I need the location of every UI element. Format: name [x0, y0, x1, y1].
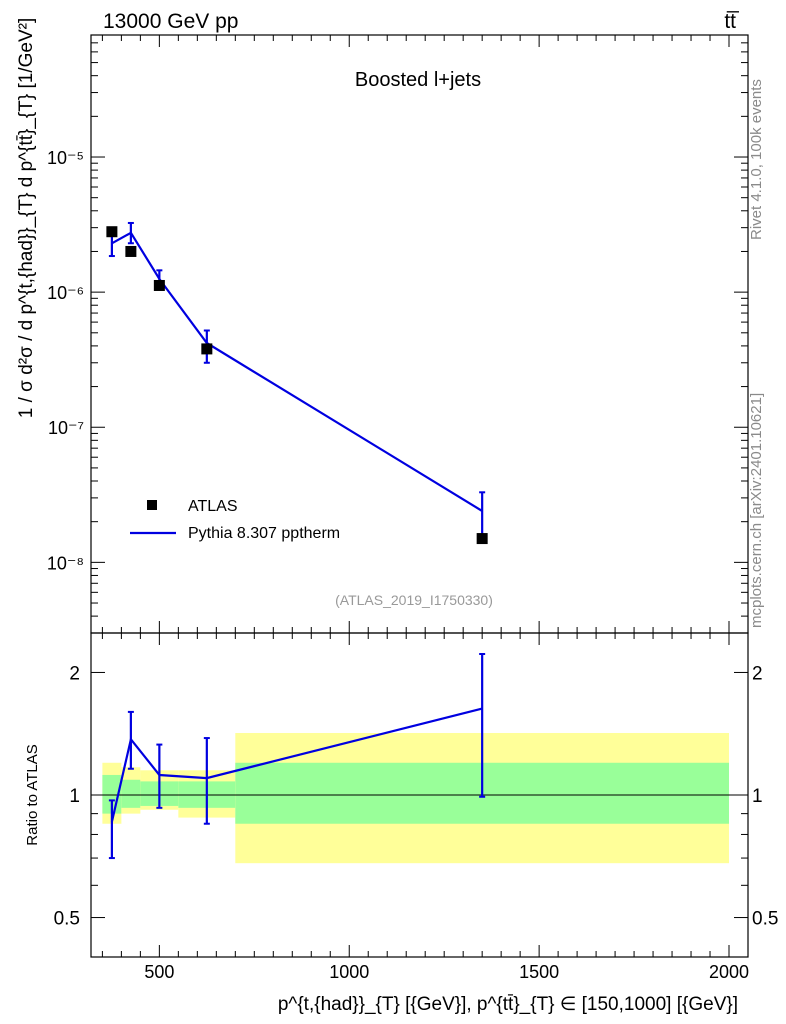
- rivet-version-label: Rivet 4.1.0, 100k events: [748, 79, 765, 240]
- x-tick-label-0: 500: [144, 962, 174, 982]
- ratio-y-tick-label-left-0: 0.5: [54, 909, 80, 930]
- legend-label-atlas: ATLAS: [188, 498, 238, 515]
- atlas-marker-3: [201, 343, 213, 355]
- atlas-marker-4: [476, 533, 488, 545]
- atlas-marker-2: [153, 279, 165, 291]
- ratio-y-tick-label-right-1: 1: [752, 786, 763, 807]
- ratio-y-tick-label-left-2: 2: [69, 663, 80, 684]
- x-tick-label-3: 2000: [709, 962, 749, 982]
- mcplots-label: mcplots.cern.ch [arXiv:2401.10621]: [748, 393, 765, 628]
- main-y-tick-label-2: 10⁻⁶: [47, 283, 84, 303]
- legend-marker-atlas: [147, 500, 157, 510]
- x-tick-label-2: 1500: [519, 962, 559, 982]
- ratio-y-tick-label-right-0: 0.5: [752, 909, 778, 930]
- main-y-tick-label-0: 10⁻⁸: [47, 553, 84, 573]
- beam-energy-label: 13000 GeV pp: [103, 10, 238, 33]
- atlas-marker-0: [106, 226, 118, 238]
- legend-label-pythia: Pythia 8.307 pptherm: [188, 525, 340, 542]
- atlas-marker-1: [125, 245, 137, 257]
- plot-title: Boosted l+jets: [355, 69, 481, 91]
- x-tick-label-1: 1000: [329, 962, 369, 982]
- x-axis-label: p^{t,{had}}_{T} [{GeV}], p^{tt̄}_{T} ∈ […: [278, 994, 738, 1015]
- main-frame: [90, 34, 749, 634]
- main-y-tick-label-3: 10⁻⁵: [47, 148, 84, 168]
- main-y-axis-label: 1 / σ d²σ / d p^{t,{had}}_{T} d p^{tt̄}_…: [16, 18, 37, 418]
- ratio-band-green-1: [121, 779, 141, 808]
- process-label: tt̅: [724, 10, 740, 33]
- analysis-tag: (ATLAS_2019_I1750330): [335, 592, 493, 608]
- main-y-tick-label-1: 10⁻⁷: [48, 418, 84, 438]
- ratio-y-tick-label-left-1: 1: [69, 786, 80, 807]
- mc-line: [111, 231, 483, 512]
- ratio-y-axis-label: Ratio to ATLAS: [24, 744, 41, 845]
- ratio-y-tick-label-right-2: 2: [752, 663, 763, 684]
